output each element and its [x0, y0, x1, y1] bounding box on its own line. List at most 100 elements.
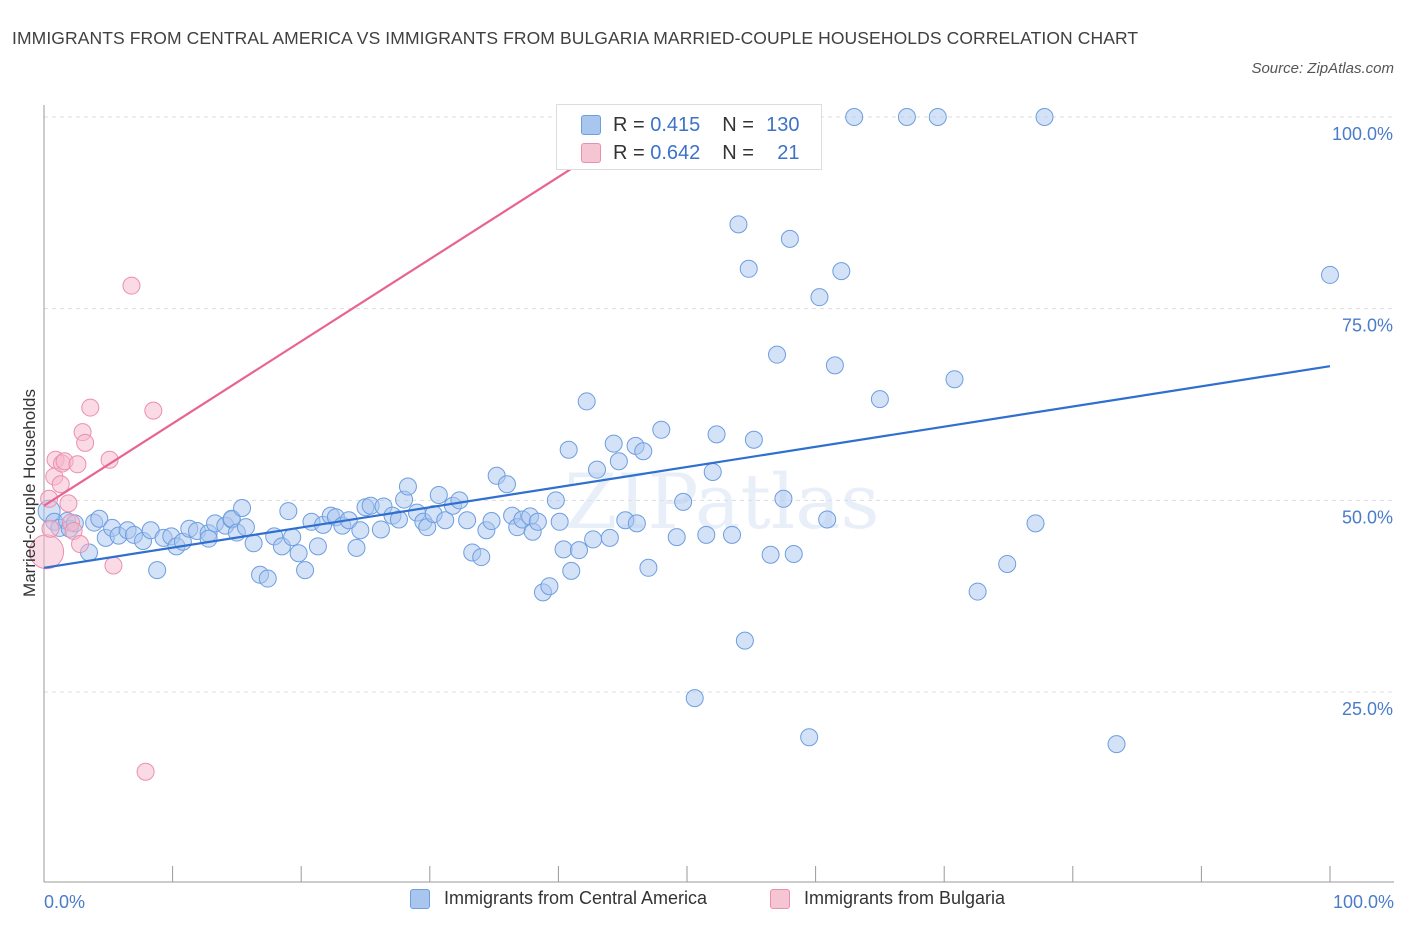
- data-point-central-america: [429, 485, 448, 504]
- data-point-central-america: [308, 537, 327, 556]
- data-point-central-america: [768, 345, 787, 364]
- legend-n-value: 21: [777, 141, 800, 164]
- watermark: ZIPatlas: [564, 457, 879, 546]
- legend-r-label: R =: [613, 113, 645, 136]
- data-point-bulgaria: [81, 398, 100, 417]
- legend-swatch-blue: [581, 115, 601, 135]
- data-point-central-america: [667, 528, 686, 547]
- data-point-central-america: [559, 440, 578, 459]
- data-point-central-america: [825, 356, 844, 375]
- data-point-central-america: [634, 442, 653, 461]
- data-point-bulgaria: [41, 519, 60, 538]
- data-point-central-america: [818, 510, 837, 529]
- data-point-central-america: [707, 425, 726, 444]
- series-bulgaria-points: [29, 108, 662, 781]
- data-point-central-america: [729, 215, 748, 234]
- data-point-central-america: [436, 511, 455, 530]
- data-point-bulgaria: [144, 401, 163, 420]
- data-point-central-america: [780, 229, 799, 248]
- data-point-bulgaria: [68, 455, 87, 474]
- data-point-central-america: [236, 518, 255, 537]
- data-point-central-america: [774, 489, 793, 508]
- data-point-central-america: [283, 528, 302, 547]
- data-point-central-america: [600, 528, 619, 547]
- source-label: Source: ZipAtlas.com: [1251, 60, 1394, 77]
- data-point-central-america: [528, 512, 547, 531]
- data-point-bulgaria: [76, 433, 95, 452]
- data-point-central-america: [584, 530, 603, 549]
- data-point-central-america: [604, 434, 623, 453]
- y-tick-label: 75.0%: [1342, 316, 1393, 336]
- data-point-central-america: [450, 491, 469, 510]
- data-point-central-america: [472, 548, 491, 567]
- data-point-central-america: [1107, 735, 1126, 754]
- data-point-central-america: [389, 510, 408, 529]
- data-point-bulgaria: [40, 489, 59, 508]
- legend-row-bulgaria: R = 0.642 N = 21: [581, 139, 800, 167]
- data-point-central-america: [800, 728, 819, 747]
- x-tick-label-max: 100.0%: [1333, 892, 1394, 912]
- data-point-central-america: [845, 108, 864, 126]
- data-point-central-america: [90, 509, 109, 528]
- series-central-america-points: [37, 108, 1339, 754]
- data-point-central-america: [739, 259, 758, 278]
- legend-swatch-pink: [581, 143, 601, 163]
- data-point-central-america: [458, 511, 477, 530]
- data-point-central-america: [1321, 265, 1339, 284]
- stats-legend: R = 0.415 N = 130 R = 0.642 N = 21: [556, 104, 822, 170]
- data-point-central-america: [832, 262, 851, 281]
- data-point-central-america: [723, 525, 742, 544]
- data-point-central-america: [1035, 108, 1054, 126]
- data-point-central-america: [928, 108, 947, 126]
- data-point-central-america: [810, 288, 829, 307]
- legend-n-value: 130: [766, 113, 800, 136]
- data-point-central-america: [569, 541, 588, 560]
- legend-r-label: R =: [613, 141, 645, 164]
- data-point-bulgaria: [100, 450, 119, 469]
- series-legend: Immigrants from Central America Immigran…: [0, 888, 1406, 916]
- data-point-central-america: [289, 544, 308, 563]
- y-axis-label: Married-couple Households: [20, 389, 39, 597]
- data-point-central-america: [296, 561, 315, 580]
- legend-swatch-blue: [410, 888, 430, 909]
- y-tick-label: 25.0%: [1342, 699, 1393, 719]
- legend-item-central-america: Immigrants from Central America: [410, 888, 707, 909]
- trendline-bulgaria: [43, 116, 653, 507]
- legend-r-value: 0.415: [650, 113, 701, 136]
- y-tick-label: 50.0%: [1342, 507, 1393, 527]
- x-ticks: [43, 866, 1331, 882]
- data-point-central-america: [398, 477, 417, 496]
- y-tick-label: 100.0%: [1332, 124, 1393, 144]
- data-point-central-america: [546, 491, 565, 510]
- data-point-central-america: [554, 540, 573, 559]
- data-point-bulgaria: [51, 475, 70, 494]
- data-point-central-america: [897, 108, 916, 126]
- gridlines: [44, 116, 1394, 693]
- data-point-central-america: [674, 492, 693, 511]
- legend-n-label: N =: [722, 141, 754, 164]
- data-point-central-america: [562, 561, 581, 580]
- legend-r-value: 0.642: [650, 141, 701, 164]
- data-point-bulgaria: [122, 276, 141, 295]
- trendlines: [43, 116, 1331, 569]
- data-point-central-america: [577, 392, 596, 411]
- data-point-central-america: [351, 521, 370, 540]
- data-point-central-america: [148, 561, 167, 580]
- legend-swatch-pink: [770, 888, 790, 909]
- data-point-central-america: [968, 582, 987, 601]
- data-point-central-america: [784, 545, 803, 563]
- data-point-central-america: [870, 390, 889, 409]
- data-point-central-america: [761, 545, 780, 564]
- data-point-central-america: [735, 631, 754, 650]
- legend-label-bulgaria: Immigrants from Bulgaria: [804, 888, 1006, 908]
- legend-row-central-america: R = 0.415 N = 130: [581, 111, 800, 139]
- data-point-central-america: [199, 529, 218, 548]
- data-point-central-america: [233, 499, 252, 517]
- chart-title: IMMIGRANTS FROM CENTRAL AMERICA VS IMMIG…: [12, 28, 1139, 48]
- y-tick-labels: 25.0% 50.0% 75.0% 100.0%: [1332, 124, 1393, 719]
- data-point-central-america: [497, 475, 516, 494]
- trendline-central-america: [43, 365, 1331, 569]
- data-point-central-america: [347, 538, 366, 557]
- data-point-central-america: [998, 554, 1017, 573]
- data-point-bulgaria: [136, 762, 155, 781]
